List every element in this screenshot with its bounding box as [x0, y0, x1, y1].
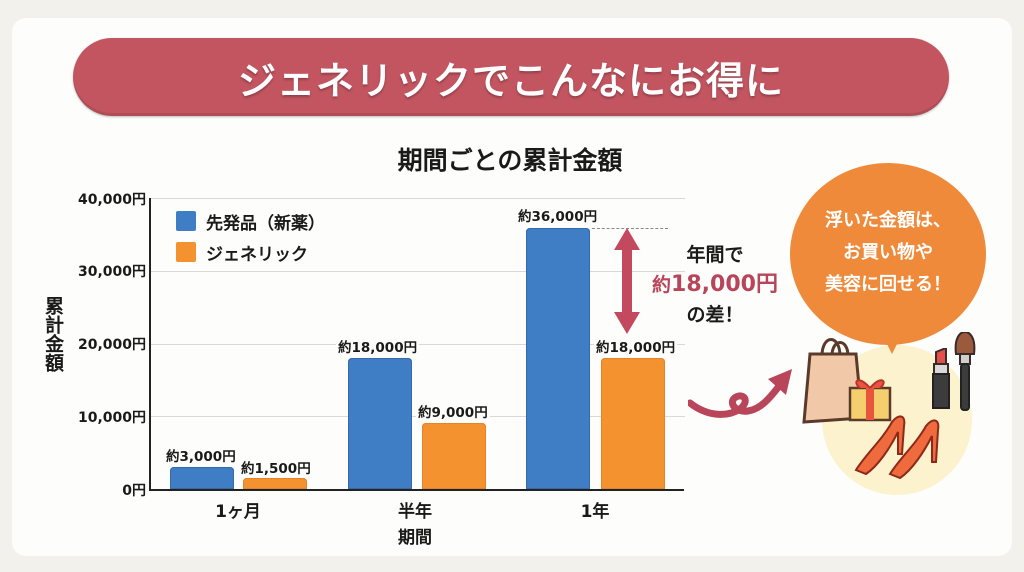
x-tick-halfyear: 半年 — [398, 502, 432, 522]
annotation-amount-row: 約18,000円 — [640, 270, 790, 300]
y-axis — [149, 198, 151, 490]
gridline — [150, 198, 685, 199]
double-arrow-icon — [614, 228, 640, 334]
bar-label: 約18,000円 — [336, 336, 420, 356]
bar-brand-1month — [170, 467, 234, 489]
reference-dashed-line — [592, 228, 668, 229]
title-banner: ジェネリックでこんなにお得に — [73, 38, 949, 116]
shopping-bag-icon — [802, 338, 864, 424]
y-tick-20000: 20,000円 — [77, 337, 146, 353]
banner-title: ジェネリックでこんなにお得に — [237, 58, 784, 103]
curved-arrow-icon — [688, 369, 792, 418]
high-heels-icon — [854, 415, 940, 480]
chart-title: 期間ごとの累計金額 — [397, 146, 623, 175]
lipstick-icon — [932, 348, 950, 409]
makeup-brush-icon — [954, 332, 976, 411]
y-tick-0: 0円 — [122, 483, 146, 499]
speech-bubble — [790, 163, 986, 345]
callout-text: 浮いた金額は、 お買い物や 美容に回せる！ — [790, 205, 986, 301]
legend-swatch-blue — [176, 211, 196, 231]
legend-item-brand: 先発品（新薬） — [176, 208, 325, 234]
legend-label: 先発品（新薬） — [206, 213, 325, 234]
gridline — [150, 271, 685, 272]
annotation-line1: 年間で — [686, 244, 744, 266]
callout-line: お買い物や — [843, 242, 933, 263]
bar-generic-1month — [243, 478, 307, 489]
x-tick-1year: 1年 — [580, 502, 610, 522]
annotation-prefix: 約 — [652, 274, 672, 296]
legend: 先発品（新薬） ジェネリック — [176, 208, 325, 270]
bar-brand-halfyear — [348, 358, 412, 489]
bar-label: 約3,000円 — [164, 445, 238, 465]
legend-label: ジェネリック — [206, 244, 308, 265]
speech-bubble-tail — [880, 330, 904, 354]
bar-generic-1year — [601, 358, 665, 489]
legend-swatch-orange — [176, 242, 196, 262]
callout-line: 美容に回せる！ — [825, 274, 951, 295]
y-tick-40000: 40,000円 — [77, 192, 146, 208]
callout-line: 浮いた金額は、 — [825, 210, 951, 231]
x-axis — [149, 489, 684, 491]
y-tick-30000: 30,000円 — [77, 264, 146, 280]
gift-box-icon — [848, 379, 892, 422]
y-tick-10000: 10,000円 — [77, 410, 146, 426]
bar-label: 約36,000円 — [516, 205, 600, 225]
bar-label: 約18,000円 — [594, 336, 678, 356]
bar-generic-halfyear — [422, 423, 486, 489]
annotation-amount: 18,000円 — [671, 272, 778, 297]
x-axis-label: 期間 — [398, 528, 432, 548]
bar-brand-1year — [526, 228, 590, 489]
y-axis-label: 累計金額 — [42, 296, 64, 372]
legend-item-generic: ジェネリック — [176, 239, 325, 265]
bar-label: 約9,000円 — [416, 401, 490, 421]
difference-annotation: 年間で 約18,000円 の差！ — [640, 240, 790, 330]
annotation-line3: の差！ — [686, 304, 744, 326]
bar-label: 約1,500円 — [239, 457, 313, 477]
x-tick-1month: 1ヶ月 — [215, 502, 261, 522]
